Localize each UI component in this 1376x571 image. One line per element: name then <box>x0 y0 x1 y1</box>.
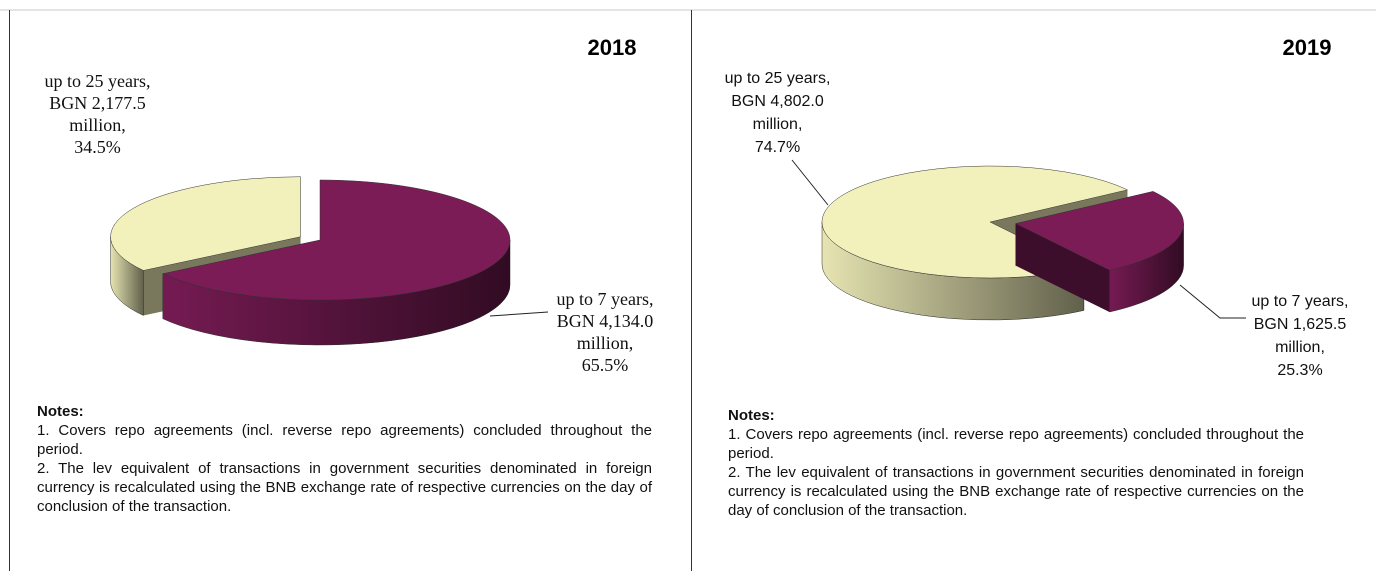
chart-title: 2019 <box>1283 35 1332 60</box>
slice-label: up to 7 years, BGN 4,134.0 million, 65.5% <box>535 288 675 376</box>
slice-side-shade <box>162 240 511 345</box>
leader-line <box>791 159 829 206</box>
slice-top <box>821 165 1129 279</box>
note: 1. Covers repo agreements (incl. reverse… <box>728 426 1304 462</box>
slice-label: up to 25 years, BGN 2,177.5 million, 34.5% <box>30 70 165 158</box>
label-category: up to 25 years, <box>724 70 831 87</box>
note: 2. The lev equivalent of transactions in… <box>37 460 652 515</box>
pie-slice <box>162 179 511 346</box>
slice-top <box>162 179 511 301</box>
notes-title: Notes: <box>37 403 84 420</box>
notes: Notes: 1. Covers repo agreements (incl. r… <box>728 406 1304 520</box>
label-percent: 25.3% <box>1277 362 1323 379</box>
slice-side-shade <box>1109 223 1184 312</box>
slice-top <box>1014 191 1184 271</box>
label-percent: 74.7% <box>754 139 801 156</box>
label-category: up to 7 years, <box>556 289 654 309</box>
leader-line <box>489 311 549 317</box>
leader-line <box>1179 284 1246 319</box>
slice-side-shade <box>110 236 144 316</box>
note: 2. The lev equivalent of transactions in… <box>728 464 1304 519</box>
slice-top <box>110 176 301 271</box>
chart-title: 2018 <box>588 35 637 60</box>
label-amount: BGN 4,134.0 million, <box>556 311 654 353</box>
notes-title: Notes: <box>728 407 775 424</box>
label-percent: 34.5% <box>74 137 121 157</box>
slice-wall-shade <box>1015 223 1110 312</box>
slice-label: up to 7 years, BGN 1,625.5 million, 25.3% <box>1230 290 1370 382</box>
label-amount: BGN 4,802.0 million, <box>731 93 824 133</box>
label-category: up to 25 years, <box>44 71 151 91</box>
pie-slice <box>1014 191 1184 313</box>
notes: Notes: 1. Covers repo agreements (incl. r… <box>37 402 652 516</box>
label-amount: BGN 1,625.5 million, <box>1253 316 1347 356</box>
label-category: up to 7 years, <box>1251 293 1349 310</box>
label-amount: BGN 2,177.5 million, <box>49 93 146 135</box>
slice-label: up to 25 years, BGN 4,802.0 million, 74.7% <box>705 67 850 159</box>
slice-side-shade <box>822 222 1084 321</box>
label-percent: 65.5% <box>581 355 629 375</box>
note: 1. Covers repo agreements (incl. reverse… <box>37 422 652 458</box>
